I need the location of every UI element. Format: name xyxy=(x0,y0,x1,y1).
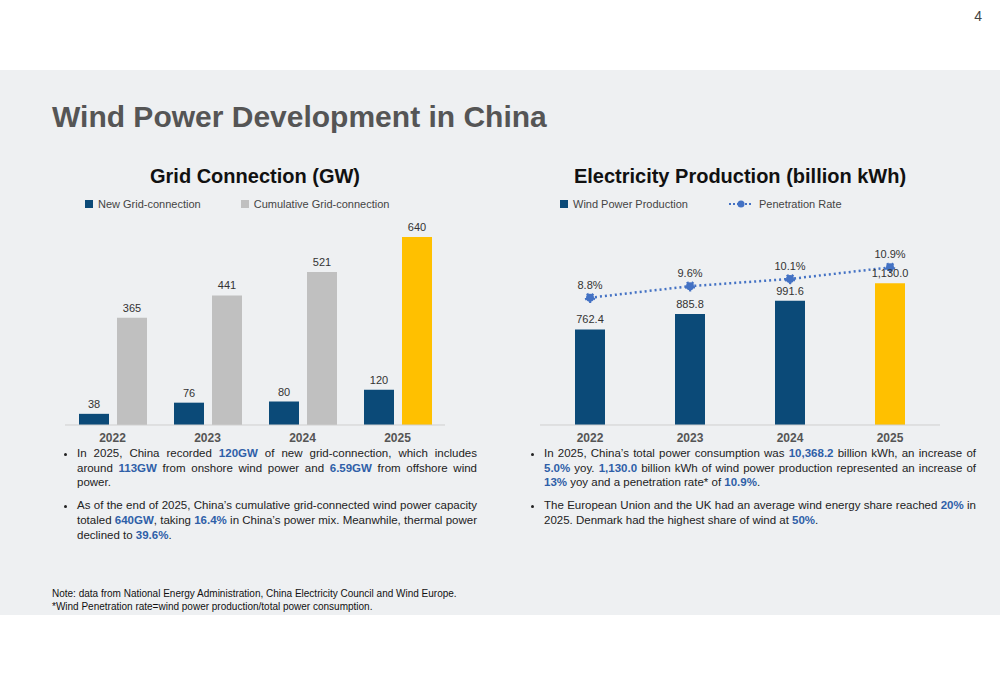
html-text:*Wind Penetration rate=wind po: *Wind Penetration rate=wind power produc… xyxy=(52,600,373,612)
svg-text:2025: 2025 xyxy=(877,431,904,445)
html-text:The European Union and the UK: The European Union and the UK had an ave… xyxy=(544,499,976,526)
html-text:New Grid-connection: New Grid-connection xyxy=(98,198,201,210)
html-text:Penetration Rate: Penetration Rate xyxy=(759,198,842,210)
svg-text:441: 441 xyxy=(218,279,236,291)
svg-text:1,130.0: 1,130.0 xyxy=(872,267,909,279)
svg-text:38: 38 xyxy=(88,398,100,410)
html-text:Wind Power Development in Chin: Wind Power Development in China xyxy=(52,100,547,133)
svg-text:2025: 2025 xyxy=(384,431,411,445)
svg-text:2022: 2022 xyxy=(577,431,604,445)
svg-text:10.9%: 10.9% xyxy=(874,248,905,260)
svg-text:2023: 2023 xyxy=(194,431,221,445)
svg-text:885.8: 885.8 xyxy=(676,298,704,310)
svg-text:2022: 2022 xyxy=(99,431,126,445)
html-text:Grid Connection (GW): Grid Connection (GW) xyxy=(150,165,360,187)
svg-text:80: 80 xyxy=(278,386,290,398)
html-text:4: 4 xyxy=(974,8,982,24)
svg-text:76: 76 xyxy=(183,387,195,399)
svg-text:2024: 2024 xyxy=(777,431,804,445)
svg-text:120: 120 xyxy=(370,374,388,386)
html-text:In 2025, China’s total power c: In 2025, China’s total power consumption… xyxy=(544,447,976,459)
svg-text:9.6%: 9.6% xyxy=(677,267,702,279)
html-text:In 2025, China recorded 120GW: In 2025, China recorded 120GW of new gri… xyxy=(77,447,477,489)
html-text:As of the end of 2025, China’s: As of the end of 2025, China’s cumulativ… xyxy=(77,499,477,541)
html-text:13% yoy and a penetration rate: 13% yoy and a penetration rate* of 10.9%… xyxy=(544,476,761,489)
svg-text:640: 640 xyxy=(408,221,426,233)
svg-text:2023: 2023 xyxy=(677,431,704,445)
svg-text:991.6: 991.6 xyxy=(776,285,804,297)
html-text:5.0% yoy. 1,130.0 billion kWh: 5.0% yoy. 1,130.0 billion kWh of wind po… xyxy=(544,461,976,474)
svg-text:365: 365 xyxy=(123,302,141,314)
svg-text:10.1%: 10.1% xyxy=(774,260,805,272)
svg-text:2024: 2024 xyxy=(289,431,316,445)
html-text:Cumulative Grid-connection: Cumulative Grid-connection xyxy=(253,198,390,210)
html-text:Wind Power Production: Wind Power Production xyxy=(573,198,688,210)
svg-text:8.8%: 8.8% xyxy=(577,279,602,291)
svg-text:762.4: 762.4 xyxy=(576,313,604,325)
html-text:Electricity Production (billio: Electricity Production (billion kWh) xyxy=(573,165,907,187)
svg-text:521: 521 xyxy=(313,256,331,268)
html-text:Note: data from National Energ: Note: data from National Energy Administ… xyxy=(52,588,457,599)
